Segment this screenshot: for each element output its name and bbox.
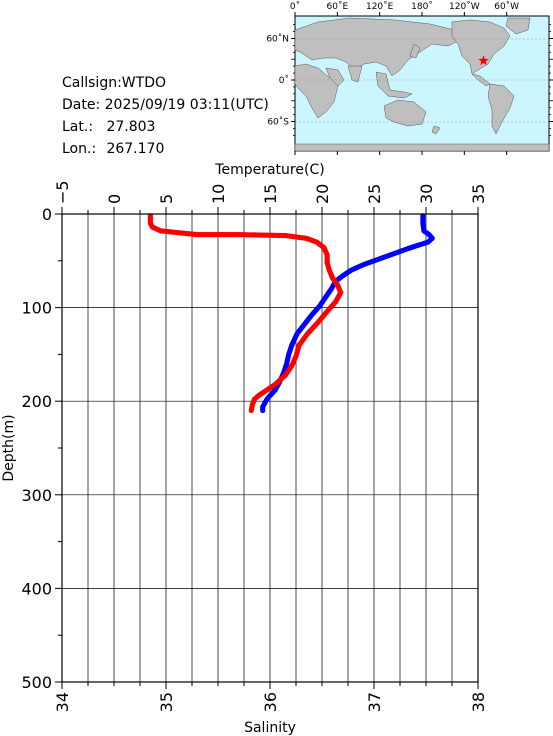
temperature-tick-label: 5 [157, 194, 176, 204]
salinity-tick-label: 35 [157, 692, 176, 712]
depth-tick-label: 500 [21, 673, 52, 692]
salinity-point [248, 407, 254, 414]
temperature-tick-label: 0 [105, 194, 124, 204]
temperature-tick-label: 10 [209, 184, 228, 204]
depth-tick-label: 100 [21, 299, 52, 318]
date-row: Date: 2025/09/19 03:11(UTC) [62, 94, 269, 116]
salinity-axis-title: Salinity [244, 720, 296, 736]
salinity-tick-label: 36 [261, 692, 280, 712]
salinity-tick-label: 38 [469, 692, 488, 712]
temperature-tick-label: 20 [313, 184, 332, 204]
temperature-line [262, 215, 433, 411]
temperature-tick-label: 35 [469, 184, 488, 204]
date-value: 2025/09/19 03:11(UTC) [104, 97, 269, 113]
callsign-text: Callsign:WTDO [62, 75, 166, 91]
temperature-tick-label: −5 [53, 180, 72, 204]
lon-label: Lon.: [62, 141, 97, 157]
chart-grid [61, 214, 479, 682]
temperature-tick-label: 15 [261, 184, 280, 204]
depth-tick-label: 0 [42, 205, 52, 224]
lat-value: 27.803 [106, 119, 156, 135]
depth-tick-label: 200 [21, 392, 52, 411]
lon-value: 267.170 [106, 141, 165, 157]
depth-tick-label: 300 [21, 486, 52, 505]
lon-row: Lon.: 267.170 [62, 138, 269, 160]
date-label: Date: [62, 97, 101, 113]
lat-label: Lat.: [62, 119, 94, 135]
salinity-tick-label: 34 [53, 692, 72, 712]
temperature-tick-label: 25 [365, 184, 384, 204]
temperature-tick-label: 30 [417, 184, 436, 204]
station-info: Callsign:WTDO Date: 2025/09/19 03:11(UTC… [62, 72, 269, 160]
salinity-tick-label: 37 [365, 692, 384, 712]
chart-series [147, 213, 435, 414]
temperature-point [260, 407, 266, 414]
depth-axis-title: Depth(m) [1, 414, 17, 481]
temperature-axis-title: Temperature(C) [214, 162, 324, 178]
lat-row: Lat.: 27.803 [62, 116, 269, 138]
chart-ticks [55, 207, 479, 689]
depth-tick-label: 400 [21, 579, 52, 598]
